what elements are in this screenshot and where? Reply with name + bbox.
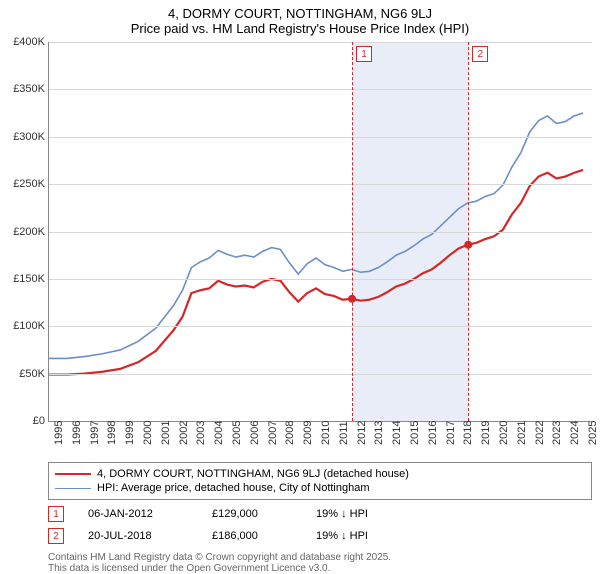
legend: 4, DORMY COURT, NOTTINGHAM, NG6 9LJ (det… <box>48 462 592 500</box>
gridline <box>49 279 592 280</box>
marker-line <box>352 42 353 421</box>
sale-badge: 2 <box>48 528 64 544</box>
sale-date: 20-JUL-2018 <box>88 530 188 542</box>
sale-delta: 19% ↓ HPI <box>316 530 368 542</box>
y-axis-label: £350K <box>1 83 45 95</box>
x-axis-label: 2010 <box>320 421 332 445</box>
gridline <box>49 89 592 90</box>
gridline <box>49 374 592 375</box>
y-axis-label: £300K <box>1 131 45 143</box>
x-axis-label: 2025 <box>587 421 599 445</box>
y-axis-label: £100K <box>1 320 45 332</box>
x-axis-label: 2006 <box>249 421 261 445</box>
y-axis-label: £150K <box>1 273 45 285</box>
x-axis-label: 2000 <box>142 421 154 445</box>
sale-price: £129,000 <box>212 508 292 520</box>
x-axis-label: 2013 <box>373 421 385 445</box>
legend-swatch-property <box>55 473 91 475</box>
x-axis-label: 2020 <box>498 421 510 445</box>
x-axis-label: 2016 <box>427 421 439 445</box>
y-axis-label: £400K <box>1 36 45 48</box>
x-axis-label: 2008 <box>284 421 296 445</box>
x-axis-label: 1998 <box>106 421 118 445</box>
x-axis-label: 2014 <box>391 421 403 445</box>
footer-line1: Contains HM Land Registry data © Crown c… <box>48 552 592 563</box>
legend-label-hpi: HPI: Average price, detached house, City… <box>97 482 370 494</box>
marker-line <box>468 42 469 421</box>
gridline <box>49 42 592 43</box>
series-line <box>49 113 583 358</box>
chart-title-block: 4, DORMY COURT, NOTTINGHAM, NG6 9LJ Pric… <box>0 0 600 38</box>
x-axis-label: 2018 <box>462 421 474 445</box>
x-axis-label: 2021 <box>516 421 528 445</box>
sale-delta: 19% ↓ HPI <box>316 508 368 520</box>
title-main: 4, DORMY COURT, NOTTINGHAM, NG6 9LJ <box>0 6 600 21</box>
x-axis-label: 2019 <box>480 421 492 445</box>
x-axis-label: 2022 <box>534 421 546 445</box>
x-axis-label: 2012 <box>356 421 368 445</box>
x-axis-label: 2015 <box>409 421 421 445</box>
x-axis-label: 2011 <box>338 421 350 445</box>
footer: Contains HM Land Registry data © Crown c… <box>48 552 592 574</box>
x-axis-label: 1997 <box>89 421 101 445</box>
sale-badge: 1 <box>48 506 64 522</box>
x-axis-label: 1995 <box>53 421 65 445</box>
x-axis-label: 2002 <box>178 421 190 445</box>
legend-swatch-hpi <box>55 488 91 489</box>
x-axis-label: 1999 <box>124 421 136 445</box>
x-axis-label: 2024 <box>569 421 581 445</box>
x-axis-label: 2005 <box>231 421 243 445</box>
x-axis-label: 2017 <box>445 421 457 445</box>
series-line <box>49 170 583 375</box>
legend-row-hpi: HPI: Average price, detached house, City… <box>55 481 585 495</box>
gridline <box>49 326 592 327</box>
x-axis-label: 2009 <box>302 421 314 445</box>
sales-table: 1 06-JAN-2012 £129,000 19% ↓ HPI 2 20-JUL-201… <box>0 506 600 544</box>
title-sub: Price paid vs. HM Land Registry's House … <box>0 21 600 36</box>
x-axis-label: 2023 <box>551 421 563 445</box>
gridline <box>49 232 592 233</box>
sale-price: £186,000 <box>212 530 292 542</box>
sale-date: 06-JAN-2012 <box>88 508 188 520</box>
x-axis-label: 2007 <box>267 421 279 445</box>
x-axis-label: 2004 <box>213 421 225 445</box>
sale-row: 2 20-JUL-2018 £186,000 19% ↓ HPI <box>48 528 592 544</box>
legend-row-property: 4, DORMY COURT, NOTTINGHAM, NG6 9LJ (det… <box>55 467 585 481</box>
y-axis-label: £200K <box>1 226 45 238</box>
marker-badge: 1 <box>356 46 372 62</box>
x-axis-label: 2001 <box>160 421 172 445</box>
x-axis-label: 1996 <box>71 421 83 445</box>
gridline <box>49 137 592 138</box>
y-axis-label: £0 <box>1 415 45 427</box>
footer-line2: This data is licensed under the Open Gov… <box>48 563 592 574</box>
y-axis-label: £50K <box>1 368 45 380</box>
chart-plot-area: £0£50K£100K£150K£200K£250K£300K£350K£400… <box>48 42 592 422</box>
gridline <box>49 184 592 185</box>
marker-badge: 2 <box>472 46 488 62</box>
legend-label-property: 4, DORMY COURT, NOTTINGHAM, NG6 9LJ (det… <box>97 468 409 480</box>
sale-row: 1 06-JAN-2012 £129,000 19% ↓ HPI <box>48 506 592 522</box>
x-axis-label: 2003 <box>195 421 207 445</box>
y-axis-label: £250K <box>1 178 45 190</box>
